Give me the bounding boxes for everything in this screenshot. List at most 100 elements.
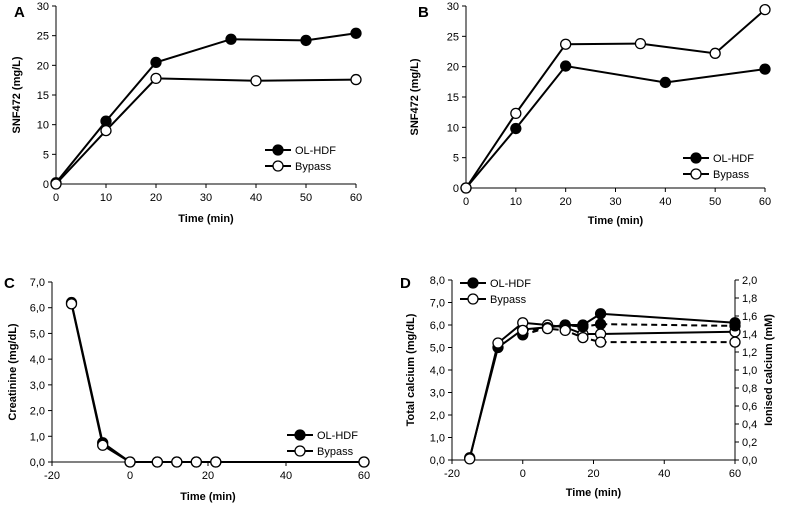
x-tick-label: 40 <box>280 470 292 482</box>
x-tick-label: 50 <box>709 196 721 208</box>
x-tick-label: -20 <box>444 468 460 480</box>
legend-item-bypass: Bypass <box>265 160 332 173</box>
y-tick-label: 20 <box>37 60 49 72</box>
data-point-ol-hdf <box>577 321 589 333</box>
y-tick-label: 15 <box>37 90 49 102</box>
legend-label: Bypass <box>490 294 527 306</box>
data-point-bypass <box>709 47 721 59</box>
y-tick-label: 3,0 <box>30 380 45 392</box>
data-point-bypass <box>358 456 370 468</box>
y-tick-label: 0 <box>43 179 49 191</box>
y-tick-label: 5,0 <box>430 343 445 355</box>
y-tick-label: 6,0 <box>430 320 445 332</box>
legend-label: Bypass <box>317 446 354 458</box>
x-tick-label: 40 <box>658 468 670 480</box>
y-tick-label: 3,0 <box>430 388 445 400</box>
y-tick-label: 30 <box>447 1 459 13</box>
y2-tick-label: 1,2 <box>742 347 757 359</box>
y2-axis-label: Ionised calcium (mM) <box>763 314 775 426</box>
y-tick-label: 25 <box>447 31 459 43</box>
legend-label: Bypass <box>295 161 332 173</box>
y-tick-label: 0 <box>453 183 459 195</box>
y2-tick-label: 1,8 <box>742 293 757 305</box>
data-point-ol-hdf <box>350 27 362 39</box>
legend-label: OL-HDF <box>713 153 754 165</box>
legend-marker <box>272 160 284 172</box>
data-point-ol-hdf <box>225 33 237 45</box>
legend-marker <box>467 293 479 305</box>
y-tick-label: 1,0 <box>30 431 45 443</box>
y2-tick-label: 1,0 <box>742 365 757 377</box>
data-point-bypass <box>50 178 62 190</box>
chart-panel-b: B 0 10 20 30 40 50 60 0 5 10 15 20 25 30 Time (min) SNF4… <box>409 1 771 227</box>
y-tick-label: 2,0 <box>430 410 445 422</box>
y2-tick-label: 2,0 <box>742 275 757 287</box>
data-point-bypass <box>729 336 741 348</box>
y-tick-label: 4,0 <box>430 365 445 377</box>
y2-tick-label: 0,0 <box>742 455 757 467</box>
panel-label: C <box>4 275 15 292</box>
legend-item-ol-hdf: OL-HDF <box>460 277 531 290</box>
data-point-bypass <box>517 324 529 337</box>
y-tick-label: 4,0 <box>30 354 45 366</box>
data-point-bypass <box>460 182 472 194</box>
legend-label: Bypass <box>713 169 750 181</box>
data-point-bypass <box>634 37 647 50</box>
panel-label: D <box>400 275 411 292</box>
x-tick-label: 60 <box>759 196 771 208</box>
y-tick-label: 10 <box>37 120 49 132</box>
x-tick-label: 20 <box>150 192 162 204</box>
data-point-bypass <box>100 124 112 137</box>
y-tick-label: 2,0 <box>30 406 45 418</box>
y2-tick-label: 0,4 <box>742 419 757 431</box>
data-point-ol-hdf <box>150 56 162 69</box>
legend-label: OL-HDF <box>317 430 358 442</box>
legend-marker <box>294 445 306 457</box>
data-point-ol-hdf <box>100 115 112 127</box>
data-point-bypass <box>541 322 554 335</box>
data-point-ol-hdf <box>659 76 671 89</box>
y-tick-label: 0,0 <box>430 455 445 467</box>
legend-item-bypass: Bypass <box>287 445 354 458</box>
data-point-bypass <box>250 75 262 87</box>
y-tick-label: 5,0 <box>30 328 45 340</box>
data-point-bypass <box>151 456 163 468</box>
chart-panel-c: C -20 0 20 40 60 0,0 1,0 2,0 3,0 4,0 5,0 6,0 7,0 Time … <box>4 275 370 503</box>
x-tick-label: 60 <box>729 468 741 480</box>
data-point-bypass <box>560 38 572 50</box>
data-point-bypass <box>171 456 183 468</box>
y-tick-label: 0,0 <box>30 457 45 469</box>
legend-marker <box>467 277 479 289</box>
data-point-bypass <box>97 439 109 451</box>
data-point-ol-hdf <box>759 63 771 75</box>
x-axis-label: Time (min) <box>566 487 622 499</box>
x-tick-label: 0 <box>53 192 59 204</box>
legend-item-bypass: Bypass <box>460 293 527 306</box>
legend-item-bypass: Bypass <box>683 168 750 181</box>
legend-item-ol-hdf: OL-HDF <box>265 144 336 157</box>
data-point-bypass <box>510 107 522 120</box>
y-axis-label: SNF472 (mg/L) <box>11 56 23 133</box>
data-point-bypass <box>350 73 362 86</box>
x-tick-label: 20 <box>202 470 214 482</box>
y-tick-label: 5 <box>453 153 459 165</box>
y-tick-label: 20 <box>447 62 459 74</box>
data-point-ol-hdf <box>594 308 607 320</box>
x-tick-label: 10 <box>510 196 522 208</box>
data-point-ol-hdf <box>510 122 522 135</box>
y-axis-label: SNF472 (mg/L) <box>409 58 421 135</box>
legend-item-ol-hdf: OL-HDF <box>683 152 754 165</box>
y-tick-label: 1,0 <box>430 433 445 445</box>
y2-tick-label: 0,8 <box>742 383 757 395</box>
x-tick-label: 40 <box>250 192 262 204</box>
data-point-bypass <box>464 453 476 465</box>
series-line-ol-hdf <box>55 32 357 184</box>
x-tick-label: 0 <box>463 196 469 208</box>
x-tick-label: 30 <box>609 196 621 208</box>
data-point-bypass <box>190 456 202 468</box>
panel-label: A <box>14 4 25 21</box>
x-axis-label: Time (min) <box>588 215 644 227</box>
data-point-bypass <box>594 336 607 348</box>
series-line-bypass-ionised <box>522 327 735 344</box>
y2-tick-label: 0,6 <box>742 401 757 413</box>
